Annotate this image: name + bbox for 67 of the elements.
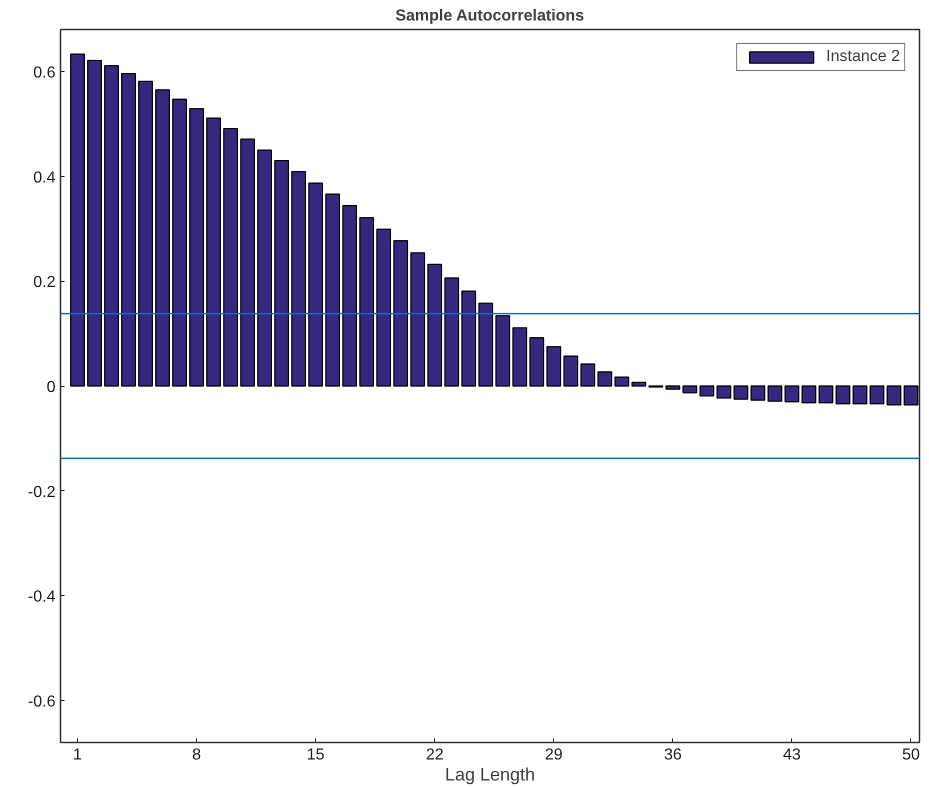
bar — [427, 264, 442, 387]
y-tick-label: -0.6 — [28, 694, 56, 711]
bar — [189, 108, 204, 387]
bar — [563, 356, 578, 387]
bar — [614, 376, 630, 387]
bar — [206, 118, 221, 387]
bar — [104, 65, 119, 387]
bar — [172, 98, 187, 387]
y-tick-label: 0 — [46, 379, 56, 396]
x-tick-label: 1 — [73, 746, 82, 764]
bar — [87, 60, 102, 387]
y-tick-label: -0.4 — [28, 588, 56, 606]
bar — [699, 385, 714, 397]
bar — [802, 385, 816, 404]
bar — [342, 205, 358, 387]
bar — [376, 228, 392, 387]
bar — [410, 252, 426, 387]
bar — [444, 277, 460, 387]
bar — [291, 170, 306, 387]
bar — [495, 315, 510, 387]
bar — [274, 160, 290, 387]
bar — [512, 327, 528, 387]
bar — [836, 385, 850, 404]
bar — [733, 385, 748, 400]
bar — [325, 194, 340, 387]
bar — [750, 385, 766, 401]
bar — [461, 290, 476, 387]
y-tick-label: -0.2 — [28, 484, 56, 501]
chart-title: Sample Autocorrelations — [395, 8, 584, 24]
y-tick-label: 0.2 — [33, 274, 56, 292]
bar — [138, 80, 153, 387]
legend-label: Instance 2 — [826, 48, 900, 66]
bar — [546, 346, 562, 387]
y-tick-label: 0.6 — [33, 64, 56, 82]
bar — [70, 54, 85, 387]
bar — [308, 182, 324, 387]
bar — [870, 385, 884, 404]
bar — [886, 385, 902, 406]
bar — [393, 240, 408, 387]
bar — [784, 385, 800, 402]
bar — [768, 385, 782, 402]
bar — [716, 385, 732, 399]
x-tick-label: 43 — [783, 746, 801, 764]
x-tick-label: 22 — [426, 746, 444, 764]
x-tick-label: 15 — [306, 746, 325, 764]
bar — [852, 385, 868, 404]
x-axis-title: Lag Length — [444, 764, 536, 784]
bar — [597, 371, 612, 387]
bar — [529, 337, 544, 387]
x-tick-label: 50 — [902, 746, 920, 764]
bar — [904, 385, 918, 406]
bar — [223, 128, 238, 387]
bar — [665, 385, 680, 390]
bar — [580, 363, 596, 387]
bar — [818, 385, 834, 404]
bar — [631, 382, 646, 387]
bar — [682, 385, 698, 394]
bar — [478, 302, 494, 387]
x-tick-label: 29 — [544, 746, 563, 764]
bar — [121, 72, 136, 387]
bar — [359, 217, 374, 387]
y-tick-label: 0.4 — [33, 169, 56, 186]
bar — [257, 149, 272, 387]
x-tick-label: 36 — [664, 746, 682, 764]
x-tick-label: 8 — [192, 746, 202, 764]
bar — [240, 138, 256, 387]
bar — [155, 89, 170, 387]
